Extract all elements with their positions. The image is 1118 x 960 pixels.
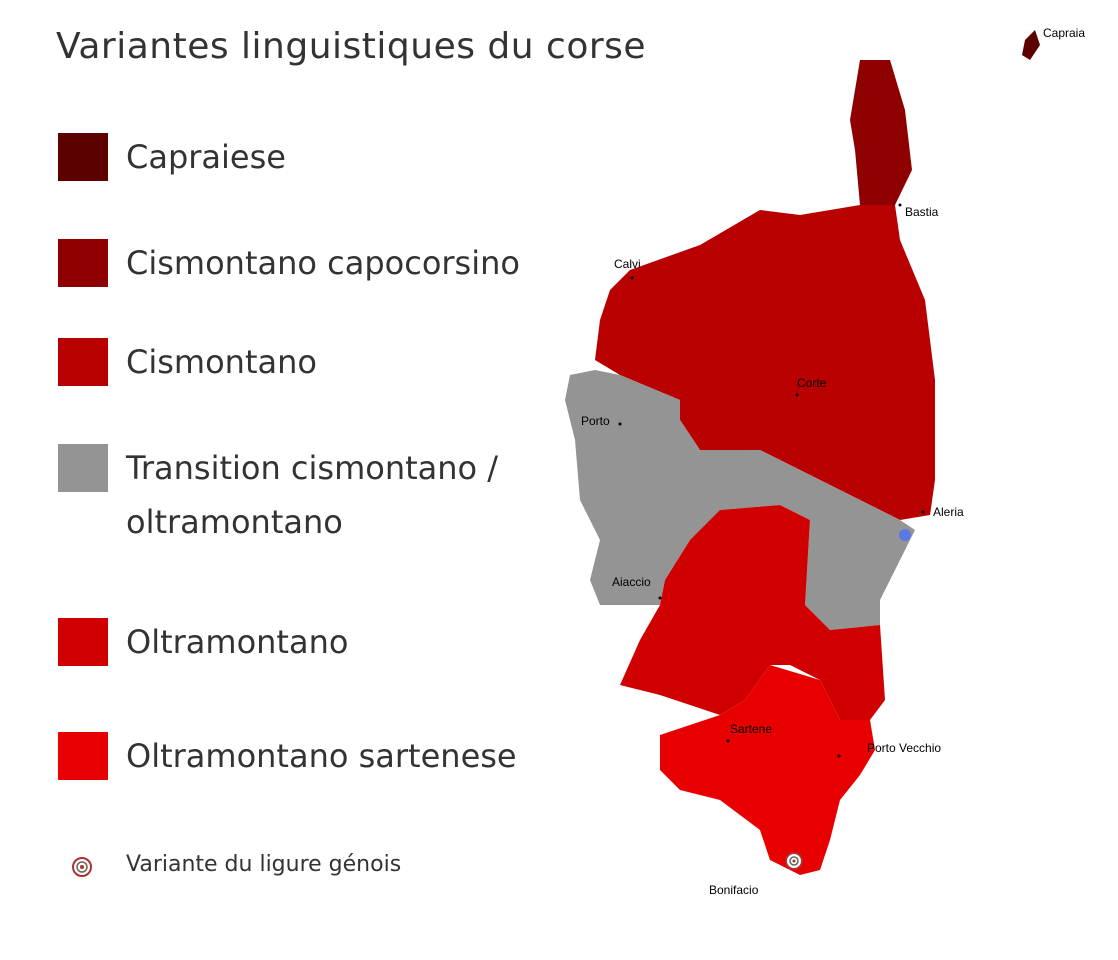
place-label: Porto xyxy=(581,414,610,428)
legend-item: Transition cismontano / oltramontano xyxy=(58,444,556,549)
legend-swatch xyxy=(58,133,108,181)
place-label: Porto Vecchio xyxy=(867,741,941,755)
legend-swatch xyxy=(58,732,108,780)
legend-swatch xyxy=(58,444,108,492)
legend-item: Cismontano xyxy=(58,338,556,389)
legend-label: Oltramontano xyxy=(126,623,349,661)
region xyxy=(565,370,915,630)
legend-label: Transition cismontano / oltramontano xyxy=(126,449,499,541)
legend-label: Cismontano capocorsino xyxy=(126,244,520,282)
map-title: Variantes linguistiques du corse xyxy=(56,26,647,67)
region xyxy=(1022,30,1040,60)
place-label: Calvi xyxy=(614,257,641,271)
legend-swatch xyxy=(58,338,108,386)
legend-label: Cismontano xyxy=(126,343,317,381)
region xyxy=(595,205,935,520)
lake xyxy=(899,529,911,541)
legend-item: Oltramontano xyxy=(58,618,556,669)
legend-item: Capraiese xyxy=(58,133,556,184)
legend-item: Oltramontano sartenese xyxy=(58,732,556,783)
genoese-marker xyxy=(785,852,803,870)
place-label: Capraia xyxy=(1043,26,1085,40)
legend-swatch xyxy=(58,239,108,287)
region xyxy=(620,505,885,720)
region xyxy=(850,60,912,205)
city-dots xyxy=(618,203,925,758)
place-label: Bonifacio xyxy=(709,883,759,897)
region xyxy=(660,665,875,875)
legend-swatch xyxy=(58,618,108,666)
marker-legend-icon xyxy=(72,857,92,877)
legend-item: Cismontano capocorsino xyxy=(58,239,556,290)
place-label: Sartene xyxy=(730,722,772,736)
legend-label: Capraiese xyxy=(126,138,286,176)
place-label: Aiaccio xyxy=(612,575,651,589)
place-label: Aleria xyxy=(933,505,964,519)
marker-legend-label: Variante du ligure génois xyxy=(126,852,402,877)
legend-label: Oltramontano sartenese xyxy=(126,737,517,775)
place-label: Bastia xyxy=(905,205,939,219)
place-label: Corte xyxy=(797,376,827,390)
